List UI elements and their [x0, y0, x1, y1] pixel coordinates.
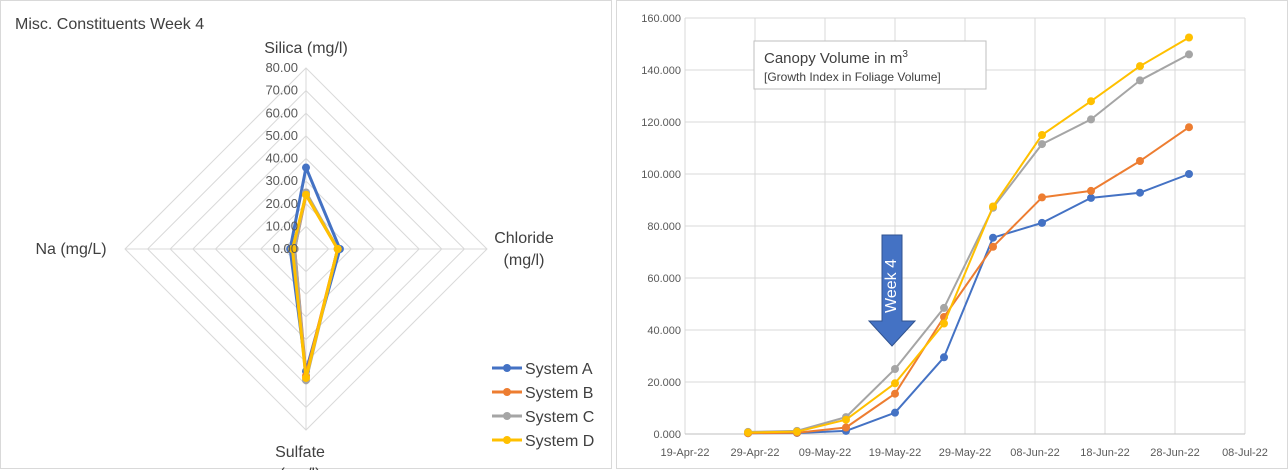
week-4-arrow-annotation: Week 4 [867, 234, 917, 347]
radar-tick-label: 60.00 [265, 105, 298, 120]
line-point-system-b [842, 423, 850, 432]
y-tick-label: 80.000 [647, 221, 681, 233]
radar-point-system-d [288, 245, 297, 253]
legend-label: System D [525, 433, 594, 450]
line-point-system-d [891, 379, 899, 388]
radar-tick-label: 40.00 [265, 151, 298, 166]
legend-item-system-d: System D [492, 433, 594, 450]
radar-tick-label: 80.00 [265, 60, 298, 75]
legend-label: System A [525, 361, 593, 378]
line-point-system-b [1185, 123, 1193, 132]
x-tick-label: 08-Jul-22 [1222, 447, 1268, 459]
line-series-system-c [747, 53, 1190, 433]
y-tick-label: 0.000 [653, 429, 681, 441]
line-point-system-d [1087, 97, 1095, 106]
legend-marker [503, 364, 511, 372]
line-point-system-c [1087, 115, 1095, 124]
radar-tick-label: 30.00 [265, 173, 298, 188]
line-point-system-a [891, 408, 899, 417]
x-tick-label: 08-Jun-22 [1010, 447, 1060, 459]
radar-point-system-d [302, 190, 310, 199]
line-point-system-d [1136, 62, 1144, 71]
legend-label: System C [525, 409, 594, 426]
line-series-system-a [747, 173, 1190, 435]
title-box-frame [753, 40, 987, 90]
radar-point-system-d [302, 373, 310, 382]
line-point-system-d [1038, 131, 1046, 139]
y-tick-label: 160.000 [641, 13, 681, 25]
legend-item-system-a: System A [492, 361, 593, 378]
y-tick-label: 40.000 [647, 325, 681, 337]
radar-tick-label: 10.00 [265, 218, 298, 233]
line-chart-panel: 0.000 20.000 40.000 60.000 80.000 100.000 120.… [616, 0, 1288, 469]
line-point-system-a [989, 233, 997, 242]
line-point-system-b [1136, 157, 1144, 165]
x-tick-label: 29-May-22 [939, 447, 992, 459]
radar-axis-label-na-mg-l: Na (mg/L) [35, 241, 106, 258]
line-point-system-c [891, 365, 899, 373]
radar-axis-label-sulfate: Sulfate(mg/l) [275, 444, 325, 470]
radar-tick-label: 70.00 [265, 83, 298, 98]
down-arrow-icon [867, 234, 917, 347]
radar-tick-label: 0.00 [273, 241, 298, 256]
x-tick-label: 09-May-22 [799, 447, 852, 459]
line-point-system-d [744, 428, 752, 437]
y-tick-label: 60.000 [647, 273, 681, 285]
radar-chart-title: Misc. Constituents Week 4 [15, 16, 204, 33]
line-point-system-a [940, 353, 948, 362]
legend-item-system-b: System B [492, 385, 593, 402]
radar-chart: Misc. Constituents Week 4 Silica (mg/l) C… [15, 16, 594, 475]
x-tick-label: 18-Jun-22 [1080, 447, 1130, 459]
y-tick-label: 140.000 [641, 65, 681, 77]
week-annotation-label: Week 4 [883, 259, 900, 313]
line-series-system-d [747, 36, 1190, 434]
y-tick-label: 100.000 [641, 169, 681, 181]
line-point-system-c [940, 303, 948, 312]
y-tick-label: 120.000 [641, 117, 681, 129]
radar-point-system-d [333, 245, 342, 253]
radar-axis-label-chloride: Chloride (mg/l) [494, 230, 554, 269]
legend-marker [503, 412, 511, 420]
x-tick-label: 28-Jun-22 [1150, 447, 1200, 459]
line-point-system-d [940, 319, 948, 328]
line-point-system-b [1038, 193, 1046, 202]
line-point-system-c [1038, 140, 1046, 149]
radar-chart-panel: Misc. Constituents Week 4 Silica (mg/l) C… [0, 0, 612, 475]
radar-tick-label: 50.00 [265, 128, 298, 143]
legend-marker [503, 388, 511, 396]
line-series-system-b [747, 126, 1190, 435]
line-point-system-b [989, 242, 997, 251]
line-point-system-d [793, 427, 801, 436]
line-point-system-d [842, 415, 850, 424]
line-point-system-b [1087, 186, 1095, 195]
radar-point-system-a [302, 163, 310, 172]
line-point-system-a [1185, 170, 1193, 178]
legend-label: System B [525, 385, 593, 402]
line-point-system-c [1185, 50, 1193, 59]
x-tick-label: 29-Apr-22 [731, 447, 780, 459]
radar-tick-label: 20.00 [265, 196, 298, 211]
legend-item-system-c: System C [492, 409, 594, 426]
line-chart-title: Canopy Volume in m3 [764, 49, 908, 67]
line-chart-subtitle: [Growth Index in Foliage Volume] [764, 70, 941, 84]
radar-axis-label-silica-mg-l: Silica (mg/l) [264, 40, 348, 57]
line-point-system-b [891, 389, 899, 398]
line-point-system-a [1038, 218, 1046, 227]
line-point-system-d [989, 202, 997, 211]
y-tick-label: 20.000 [647, 377, 681, 389]
x-tick-label: 19-Apr-22 [661, 447, 710, 459]
legend-marker [503, 436, 511, 444]
chart-title-box: Canopy Volume in m3 [Growth Index in Fol… [753, 40, 987, 90]
line-point-system-a [1087, 193, 1095, 202]
line-point-system-c [1136, 76, 1144, 85]
line-point-system-d [1185, 33, 1193, 42]
line-chart: 0.000 20.000 40.000 60.000 80.000 100.000 120.… [641, 13, 1268, 459]
x-tick-label: 19-May-22 [869, 447, 922, 459]
line-point-system-a [1136, 188, 1144, 197]
